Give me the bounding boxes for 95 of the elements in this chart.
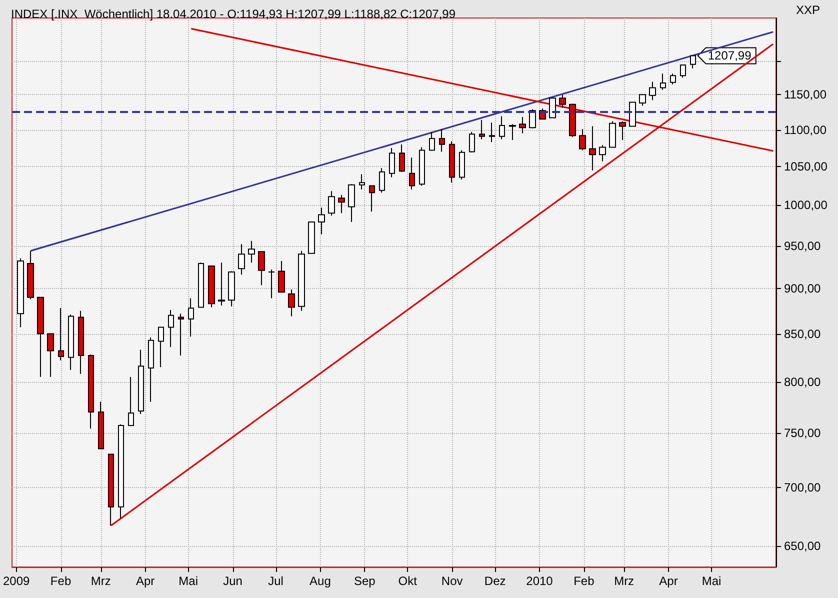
x-tick-label: Mrz bbox=[614, 574, 634, 588]
candlestick bbox=[68, 314, 74, 370]
x-tick-label: Dez bbox=[484, 574, 506, 588]
candlestick bbox=[238, 244, 245, 276]
candlestick bbox=[47, 333, 54, 378]
candlestick bbox=[469, 131, 475, 153]
y-tick-label: 1050,00 bbox=[784, 160, 828, 174]
candlestick bbox=[298, 250, 305, 312]
candlestick bbox=[499, 116, 505, 140]
candlestick bbox=[78, 310, 84, 374]
x-tick-label: Nov bbox=[441, 574, 463, 588]
y-tick-label: 800,00 bbox=[784, 374, 822, 389]
candlestick bbox=[288, 288, 295, 317]
candlestick bbox=[489, 122, 495, 143]
candlestick bbox=[128, 376, 134, 426]
y-tick-label: 700,00 bbox=[784, 480, 822, 494]
x-tick-label: Sep bbox=[354, 574, 376, 588]
candlestick bbox=[609, 120, 616, 148]
candlestick bbox=[399, 144, 405, 172]
y-tick-label: 1150,00 bbox=[784, 88, 827, 102]
candlestick bbox=[208, 266, 215, 308]
x-tick-label: Apr bbox=[659, 574, 678, 588]
candlestick bbox=[479, 119, 485, 140]
candlestick bbox=[439, 128, 445, 152]
x-tick-label: Jun bbox=[223, 574, 242, 588]
candlestick bbox=[248, 240, 255, 264]
x-tick-label: Mrz bbox=[90, 574, 111, 588]
candlestick bbox=[569, 103, 576, 138]
candlestick bbox=[17, 258, 24, 328]
x-tick-label: 2010 bbox=[526, 574, 554, 588]
candlestick bbox=[509, 124, 516, 140]
y-tick-label: 650,00 bbox=[784, 539, 822, 554]
candlestick bbox=[660, 73, 666, 90]
x-tick-label: Okt bbox=[398, 574, 418, 588]
candlestick bbox=[98, 401, 104, 450]
y-tick-label: 900,00 bbox=[784, 282, 822, 296]
y-tick-label: 950,00 bbox=[784, 238, 822, 253]
candlestick bbox=[619, 120, 626, 140]
candlestick bbox=[639, 94, 646, 106]
candlestick bbox=[218, 262, 225, 306]
candlestick bbox=[389, 148, 395, 178]
candlestick bbox=[589, 126, 596, 171]
candlestick bbox=[198, 262, 204, 308]
candlestick bbox=[419, 146, 425, 186]
y-tick-label: 850,00 bbox=[784, 326, 822, 341]
x-tick-label: Jul bbox=[268, 574, 284, 588]
candlestick bbox=[318, 207, 325, 235]
candlestick bbox=[359, 174, 365, 190]
candlestick bbox=[37, 296, 44, 378]
candlestick bbox=[459, 150, 465, 180]
candlestick bbox=[549, 98, 556, 118]
candlestick bbox=[379, 168, 385, 194]
candlestick bbox=[579, 128, 586, 151]
candlestick bbox=[308, 222, 315, 254]
x-tick-label: Mai bbox=[178, 574, 198, 588]
chart-title: INDEX [.INX Wöchentlich] 18.04.2010 - O:1194,93 H:1207,99 L:1188,82 C:1207,99 bbox=[11, 7, 456, 21]
x-tick-label: Apr bbox=[136, 574, 155, 588]
candlestick bbox=[559, 94, 566, 108]
x-tick-label: Feb bbox=[50, 574, 72, 588]
x-tick-label: 2009 bbox=[2, 574, 30, 588]
candlestick bbox=[27, 250, 34, 300]
y-tick-label: 1000,00 bbox=[784, 198, 828, 212]
candlestick bbox=[58, 308, 64, 361]
candlestick bbox=[228, 270, 235, 307]
candlestick bbox=[148, 337, 154, 402]
candlestick bbox=[348, 184, 355, 223]
candlestick bbox=[429, 131, 435, 151]
candlestick bbox=[338, 194, 345, 214]
candlestick bbox=[268, 268, 275, 299]
candlestick bbox=[328, 190, 335, 216]
x-tick-label: Mai bbox=[702, 574, 722, 588]
text: XXP bbox=[796, 3, 820, 17]
candlestick bbox=[168, 309, 174, 348]
candlestick bbox=[629, 102, 636, 127]
candlestick bbox=[278, 260, 285, 293]
candlestick bbox=[138, 349, 144, 415]
candlestick bbox=[158, 326, 164, 368]
candlestick bbox=[88, 354, 94, 430]
candlestick bbox=[409, 157, 415, 190]
candlestick bbox=[519, 116, 526, 134]
candlestick bbox=[118, 424, 124, 520]
candlestick bbox=[369, 185, 375, 212]
y-tick-label: 750,00 bbox=[784, 426, 822, 440]
x-tick-label: Feb bbox=[574, 574, 595, 588]
annotation: 1207,99 bbox=[708, 48, 752, 63]
candlestick bbox=[178, 313, 184, 356]
y-tick-label: 1100,00 bbox=[784, 122, 827, 137]
candlestick bbox=[680, 64, 686, 78]
x-tick-label: Aug bbox=[310, 574, 331, 588]
candlestick bbox=[599, 144, 606, 162]
candlestick bbox=[670, 73, 676, 85]
candlestick bbox=[188, 298, 194, 338]
candlestick bbox=[649, 81, 656, 101]
candlestick bbox=[449, 140, 455, 184]
candlestick bbox=[258, 251, 265, 286]
